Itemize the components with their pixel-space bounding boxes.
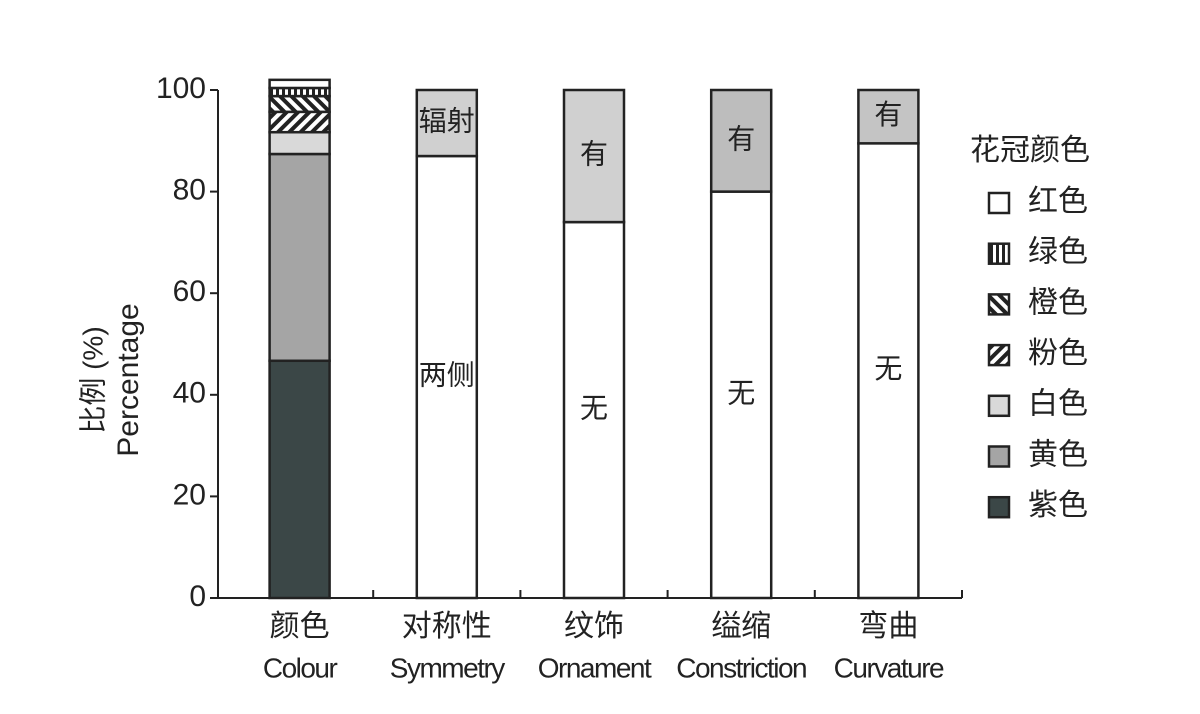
bar-segment <box>562 88 626 224</box>
legend-label: 红色 <box>1028 185 1088 218</box>
y-tick-label: 80 <box>173 174 206 207</box>
segment-label: 辐射 <box>419 105 475 138</box>
legend-label: 白色 <box>1028 388 1088 421</box>
x-tick-label: 缢缩 <box>711 610 771 643</box>
y-tick-label: 100 <box>156 72 206 105</box>
y-tick-label: 60 <box>173 275 206 308</box>
bar-segment <box>709 190 773 600</box>
bar-segment <box>268 359 331 600</box>
y-axis-label-en: Percentage <box>112 303 145 456</box>
bar-segment <box>415 154 479 600</box>
legend-swatch <box>987 191 1011 215</box>
bar-segment <box>857 88 920 145</box>
segment-label: 有 <box>580 138 608 171</box>
x-tick-label-en: Symmetry <box>390 652 506 683</box>
segment-label: 两侧 <box>419 359 475 392</box>
legend-title: 花冠颜色 <box>970 134 1090 167</box>
x-tick-label: 对称性 <box>402 610 492 643</box>
bar-segment <box>268 94 331 114</box>
bar-segment <box>268 130 331 156</box>
segment-label: 无 <box>727 376 755 409</box>
x-tick-label-en: Colour <box>263 652 338 683</box>
y-axis-label: 比例 (%) <box>77 326 108 433</box>
legend-swatch <box>987 495 1011 519</box>
bar-segment <box>268 78 331 90</box>
segment-label: 有 <box>874 98 902 131</box>
bar-segment <box>268 110 331 134</box>
legend-label: 橙色 <box>1028 286 1088 319</box>
y-tick-label: 40 <box>173 377 206 410</box>
legend-swatch <box>987 293 1011 316</box>
legend-label: 粉色 <box>1028 337 1088 370</box>
x-tick-label: 弯曲 <box>858 610 918 643</box>
segment-label: 无 <box>874 352 902 385</box>
bar-segment <box>709 88 773 193</box>
segment-label: 无 <box>580 392 608 425</box>
segment-label: 有 <box>727 122 755 155</box>
x-tick-label-en: Curvature <box>834 652 944 683</box>
y-tick-label: 0 <box>189 580 206 613</box>
x-tick-label-en: Ornament <box>538 652 652 683</box>
legend-label: 黄色 <box>1028 438 1088 471</box>
bar-segment <box>268 152 331 363</box>
bar-segment <box>562 220 626 600</box>
x-tick-label: 颜色 <box>270 610 330 643</box>
legend-swatch <box>987 343 1011 367</box>
legend-label: 绿色 <box>1028 236 1088 269</box>
legend-swatch <box>987 242 1011 265</box>
x-tick-label-en: Constriction <box>676 652 806 683</box>
x-tick-label: 纹饰 <box>564 610 624 643</box>
legend-swatch <box>987 394 1011 418</box>
legend-swatch <box>987 445 1011 468</box>
bar-segment <box>415 88 479 158</box>
legend-label: 紫色 <box>1028 489 1088 522</box>
y-tick-label: 20 <box>173 478 206 511</box>
